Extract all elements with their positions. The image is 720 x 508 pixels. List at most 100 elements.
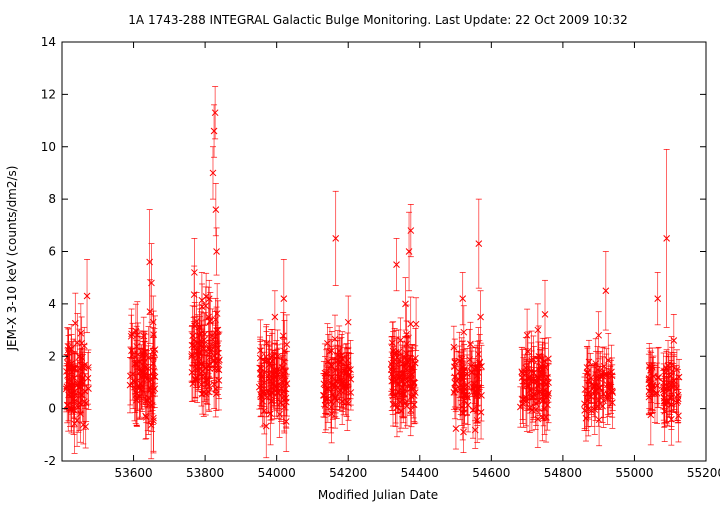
data-point <box>148 401 156 409</box>
data-point <box>397 407 405 415</box>
data-point <box>524 382 531 390</box>
x-tick-label: 55200 <box>687 466 720 480</box>
data-point <box>133 343 141 350</box>
data-point <box>530 369 538 377</box>
data-point <box>410 401 418 409</box>
y-axis-label: JEM-X 3-10 keV (counts/dm2/s) <box>5 166 19 352</box>
data-point <box>190 291 198 298</box>
data-point <box>389 401 397 408</box>
data-point <box>661 398 669 405</box>
data-point <box>338 398 346 405</box>
data-point <box>150 372 157 380</box>
data-point <box>584 391 592 398</box>
data-point <box>609 399 616 407</box>
data-point <box>403 330 410 338</box>
data-point <box>268 397 275 405</box>
data-point <box>600 390 607 398</box>
data-point <box>278 378 286 385</box>
data-point <box>79 374 87 382</box>
data-point <box>201 330 209 338</box>
data-point <box>600 362 608 370</box>
data-point <box>408 364 416 371</box>
data-point <box>149 390 156 398</box>
data-point <box>593 382 601 390</box>
data-point <box>399 388 407 396</box>
data-point <box>74 403 82 411</box>
data-point <box>475 369 482 376</box>
data-point <box>271 371 278 379</box>
data-point <box>282 398 290 406</box>
data-point <box>584 397 591 405</box>
data-point <box>534 374 542 382</box>
data-point <box>451 373 459 381</box>
data-point <box>256 347 264 354</box>
data-point <box>409 365 416 372</box>
data-point <box>544 373 551 381</box>
data-point <box>467 340 474 348</box>
data-point <box>478 363 485 370</box>
data-point <box>260 389 267 397</box>
data-point <box>66 376 73 383</box>
data-point <box>583 369 591 377</box>
data-point <box>280 358 288 366</box>
data-point <box>129 351 136 359</box>
data-point <box>594 366 601 374</box>
data-point <box>595 397 602 405</box>
data-point <box>149 318 157 326</box>
data-point <box>458 355 466 363</box>
data-point <box>405 248 413 255</box>
data-point <box>536 388 544 396</box>
data-point <box>131 360 139 368</box>
data-point <box>324 385 332 393</box>
data-point <box>328 373 336 381</box>
y-tick-label: 8 <box>48 192 56 206</box>
data-point <box>338 358 345 366</box>
data-point <box>406 382 414 390</box>
data-point <box>393 361 400 369</box>
data-point <box>133 359 140 367</box>
data-point <box>70 406 77 413</box>
data-point <box>606 382 614 389</box>
data-point <box>471 426 479 434</box>
data-point <box>260 379 268 387</box>
data-point <box>322 393 330 401</box>
data-point <box>137 373 145 381</box>
data-point <box>328 410 335 418</box>
y-tick-label: 2 <box>48 349 56 363</box>
data-point <box>80 398 88 405</box>
data-point <box>582 414 590 422</box>
data-point <box>543 380 551 388</box>
data-point <box>461 391 468 399</box>
data-point <box>464 393 471 401</box>
data-point <box>674 391 682 399</box>
data-point <box>193 317 200 325</box>
data-point <box>407 406 415 414</box>
data-point <box>460 367 468 375</box>
data-point <box>335 389 343 396</box>
data-point <box>196 350 203 358</box>
data-point <box>71 319 79 327</box>
data-point <box>534 326 542 334</box>
data-point <box>268 389 276 397</box>
data-point <box>64 372 71 379</box>
data-point <box>673 385 680 393</box>
data-point <box>206 347 214 355</box>
data-point <box>146 308 154 316</box>
data-point <box>146 258 154 266</box>
data-point <box>276 410 283 418</box>
data-point <box>213 327 220 334</box>
data-point <box>129 370 137 378</box>
data-point <box>666 386 673 394</box>
data-point <box>319 391 327 399</box>
data-point <box>599 372 607 380</box>
data-point <box>539 364 547 372</box>
data-point <box>67 384 75 392</box>
data-point <box>269 380 277 387</box>
data-point <box>283 380 291 388</box>
data-point <box>262 422 270 430</box>
data-point <box>595 331 603 339</box>
data-point <box>133 394 141 402</box>
data-point <box>645 393 653 401</box>
data-point <box>585 358 593 366</box>
